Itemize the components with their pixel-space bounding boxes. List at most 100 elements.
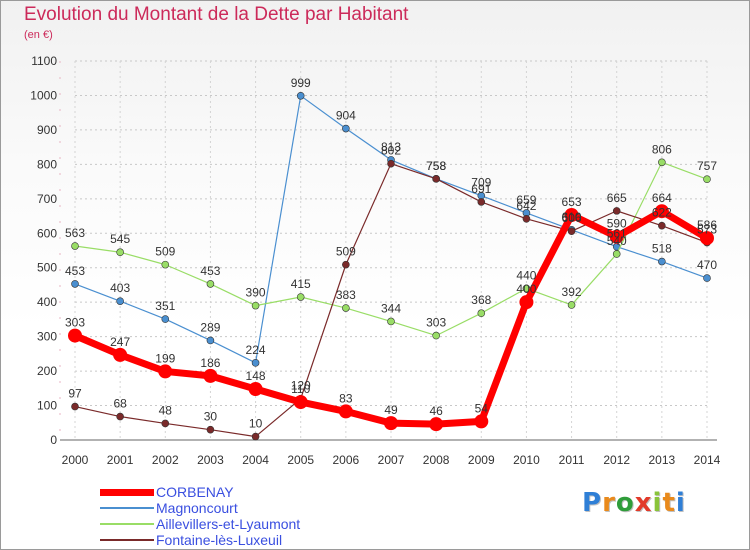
y-tick-label: 500 (37, 261, 57, 275)
data-point (567, 227, 576, 236)
x-tick-label: 2013 (649, 453, 676, 467)
data-label: 148 (246, 369, 266, 383)
brand-letter: P (582, 488, 603, 518)
legend-label: Magnoncourt (156, 500, 238, 516)
y-tick-label: 800 (37, 157, 57, 171)
legend-swatch (100, 523, 154, 525)
data-point (248, 382, 263, 397)
x-tick-label: 2009 (468, 453, 495, 467)
data-point (116, 297, 124, 305)
data-label: 48 (159, 403, 173, 417)
data-point (116, 412, 124, 421)
data-label: 610 (562, 210, 582, 224)
data-label: 247 (110, 335, 130, 349)
legend-label: Fontaine-lès-Luxeuil (156, 532, 283, 548)
data-label: 622 (652, 206, 672, 220)
data-label: 68 (113, 397, 127, 411)
data-label: 802 (381, 144, 401, 158)
data-label: 813 (381, 140, 401, 154)
data-label: 665 (607, 191, 627, 205)
data-point (342, 124, 350, 133)
data-point (71, 280, 79, 288)
data-label: 383 (336, 288, 356, 302)
data-point (564, 208, 579, 223)
data-point (71, 242, 79, 250)
x-tick-label: 2014 (694, 453, 721, 467)
brand-letter: x (634, 488, 653, 518)
data-point (203, 368, 218, 383)
y-tick-label: 900 (37, 123, 57, 137)
chart-title: Evolution du Montant de la Dette par Hab… (24, 4, 409, 25)
data-label: 586 (697, 218, 717, 232)
data-point (609, 229, 624, 244)
data-label: 453 (65, 264, 85, 278)
data-point (71, 402, 79, 411)
data-label: 758 (426, 159, 446, 173)
data-point (474, 414, 489, 429)
data-point (658, 221, 666, 230)
data-point (387, 159, 395, 168)
data-label: 120 (291, 379, 311, 393)
x-tick-label: 2002 (152, 453, 179, 467)
data-label: 659 (516, 193, 536, 207)
data-point (251, 301, 260, 310)
data-point (251, 359, 260, 367)
data-label: 110 (291, 382, 310, 396)
data-label: 303 (426, 316, 446, 330)
data-label: 390 (246, 286, 266, 300)
data-label: 415 (291, 277, 311, 291)
x-tick-label: 2011 (559, 453, 585, 467)
data-label: 403 (110, 281, 130, 295)
data-point (68, 328, 82, 343)
legend-label: CORBENAY (156, 484, 234, 500)
data-point (293, 395, 308, 410)
data-label: 30 (204, 410, 218, 424)
data-label: 590 (607, 217, 627, 231)
x-tick-label: 2005 (287, 453, 314, 467)
data-label: 49 (384, 403, 398, 417)
y-tick-label: 1100 (31, 54, 57, 68)
data-point (113, 347, 128, 362)
data-label: 83 (339, 391, 353, 405)
data-label: 540 (607, 234, 627, 248)
data-label: 54 (475, 401, 489, 415)
data-point (477, 198, 486, 206)
data-label: 392 (562, 285, 582, 299)
grid (74, 60, 708, 441)
legend-label: Aillevillers-et-Lyaumont (156, 516, 301, 532)
y-tick-label: 400 (37, 295, 57, 309)
data-point (612, 207, 621, 215)
data-label: 606 (562, 211, 582, 225)
proxiti-logo: Proxiti (582, 488, 686, 518)
y-tick-label: 200 (37, 364, 57, 378)
data-point (429, 417, 444, 432)
data-point (522, 215, 531, 223)
y-tick-label: 0 (50, 433, 57, 447)
x-tick-label: 2008 (423, 453, 450, 467)
data-point (700, 231, 714, 246)
legend-swatch (100, 489, 154, 496)
data-point (703, 175, 711, 183)
data-point (387, 317, 395, 326)
y-tick-label: 1000 (30, 88, 57, 102)
data-label: 757 (697, 159, 717, 173)
chart-subtitle: (en €) (24, 29, 53, 41)
data-label: 758 (426, 159, 446, 173)
x-tick-label: 2001 (107, 453, 134, 467)
data-label: 904 (336, 109, 356, 123)
x-tick-label: 2007 (378, 453, 405, 467)
data-label: 518 (652, 242, 672, 256)
data-label: 97 (68, 387, 82, 401)
data-label: 453 (200, 264, 220, 278)
data-label: 709 (471, 176, 491, 190)
data-point (567, 301, 576, 309)
data-point (654, 204, 669, 219)
data-label: 224 (246, 343, 266, 357)
data-point (206, 336, 215, 345)
series-aillevillers-et-lyaumont (71, 158, 711, 340)
data-label: 642 (516, 199, 536, 213)
data-point (342, 304, 350, 312)
data-label: 509 (336, 245, 356, 259)
data-point (519, 295, 534, 310)
